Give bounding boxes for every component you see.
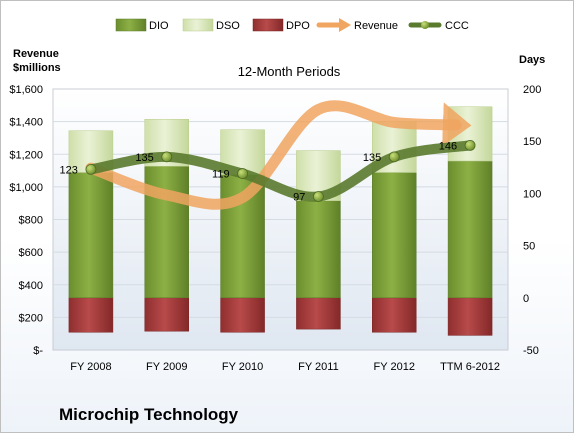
ccc-point	[161, 151, 173, 163]
left-axis-tick-label: $1,400	[9, 117, 43, 129]
x-axis-category-label: FY 2009	[146, 361, 187, 373]
bar-dpo	[296, 297, 341, 330]
right-axis-tick-label: 100	[523, 188, 541, 200]
left-axis-title-line2: $millions	[13, 62, 61, 74]
ccc-data-label: 135	[135, 152, 153, 164]
legend-swatch-ccc	[408, 21, 442, 29]
ccc-point	[313, 191, 324, 202]
legend-swatch-dpo	[252, 18, 284, 32]
ccc-series: 123 135 119 97 135 146	[60, 139, 476, 204]
legend-label-ccc: CCC	[445, 20, 469, 32]
bar-dio	[68, 172, 114, 299]
bar-dio	[447, 160, 493, 299]
left-axis-tick-label: $1,600	[9, 84, 43, 96]
bar-dpo	[68, 297, 114, 333]
ccc-point	[237, 168, 248, 179]
right-axis-tick-label: -50	[523, 345, 539, 357]
bar-dpo	[220, 297, 265, 333]
revenue-series	[85, 100, 472, 210]
ccc-data-label: 97	[293, 192, 305, 204]
left-axis-tick-label: $1,200	[9, 149, 43, 161]
ccc-data-label: 135	[363, 152, 381, 164]
legend-swatch-dio	[115, 18, 147, 32]
left-axis-tick-label: $-	[33, 345, 43, 357]
bar-dio	[296, 200, 341, 299]
legend-label-dio: DIO	[149, 20, 169, 32]
ccc-point	[388, 151, 400, 163]
legend-label-dso: DSO	[216, 20, 240, 32]
left-axis-tick-label: $800	[19, 215, 43, 227]
ccc-data-label: 123	[60, 164, 78, 176]
left-axis-title-line1: Revenue	[13, 48, 59, 60]
left-axis-tick-label: $400	[19, 280, 43, 292]
bar-dpo	[144, 297, 189, 332]
chart-subtitle: 12-Month Periods	[238, 64, 341, 79]
x-axis-category-label: FY 2010	[222, 361, 263, 373]
right-axis-title: Days	[519, 54, 545, 66]
left-axis-tick-label: $600	[19, 247, 43, 259]
legend-label-revenue: Revenue	[354, 20, 398, 32]
category-labels: FY 2008 FY 2009 FY 2010 FY 2011 FY 2012 TTM 6…	[70, 361, 500, 373]
x-axis-category-label: FY 2008	[70, 361, 111, 373]
ccc-data-label: 119	[212, 169, 230, 181]
x-axis-category-label: FY 2012	[374, 361, 415, 373]
legend-swatch-revenue-arrow-icon	[316, 18, 351, 32]
right-axis-tick-label: 0	[523, 293, 529, 305]
company-name: Microchip Technology	[59, 405, 239, 424]
right-axis-ticks: -50 0 50 100 150 200	[523, 84, 541, 357]
legend-swatch-dso	[182, 18, 214, 32]
ccc-data-label: 146	[439, 140, 457, 152]
ccc-point	[464, 139, 476, 151]
left-axis-tick-label: $1,000	[9, 182, 43, 194]
left-axis-tick-label: $200	[19, 312, 43, 324]
bar-dpo	[372, 297, 417, 333]
bar-dio	[372, 172, 417, 299]
right-axis-tick-label: 200	[523, 84, 541, 96]
left-axis-ticks: $- $200 $400 $600 $800 $1,000 $1,200 $1,400 $1,6…	[9, 84, 43, 357]
legend: DIO DSO DPO Revenue CCC	[115, 18, 469, 32]
x-axis-category-label: FY 2011	[298, 361, 339, 373]
x-axis-category-label: TTM 6-2012	[440, 361, 500, 373]
bar-dso	[447, 106, 493, 162]
right-axis-tick-label: 50	[523, 241, 535, 253]
right-axis-tick-label: 150	[523, 136, 541, 148]
legend-label-dpo: DPO	[286, 20, 310, 32]
bar-dpo	[447, 297, 493, 336]
revenue-line	[85, 100, 472, 210]
ccc-point	[85, 163, 97, 175]
